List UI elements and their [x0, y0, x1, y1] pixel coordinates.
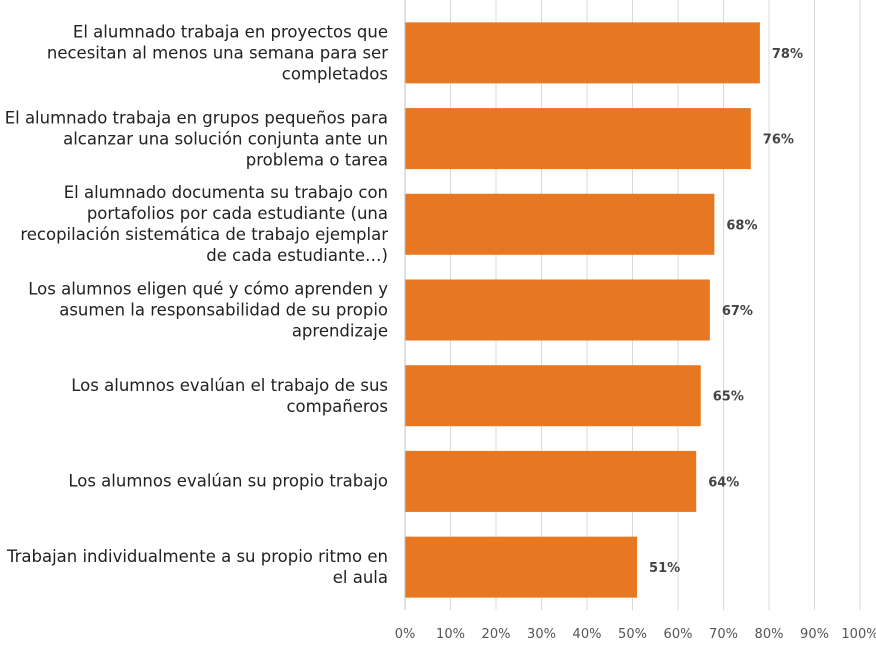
bar [405, 22, 760, 84]
data-label: 65% [713, 390, 744, 405]
category-label: Los alumnos eligen qué y cómo aprenden y… [28, 279, 388, 341]
category-label: El alumnado trabaja en grupos pequeños p… [4, 108, 388, 170]
x-tick-label: 10% [436, 627, 465, 642]
x-tick-label: 70% [709, 627, 738, 642]
data-label: 51% [649, 561, 680, 576]
data-label: 67% [722, 304, 753, 319]
x-tick-label: 20% [482, 627, 511, 642]
category-label: Trabajan individualmente a su propio rit… [6, 547, 388, 588]
x-tick-label: 100% [841, 627, 876, 642]
x-tick-label: 60% [664, 627, 693, 642]
data-label: 68% [726, 218, 757, 233]
x-tick-label: 50% [618, 627, 647, 642]
x-tick-label: 80% [755, 627, 784, 642]
bar [405, 450, 697, 512]
bar [405, 193, 715, 255]
category-label: El alumnado documenta su trabajo con por… [20, 183, 388, 266]
data-label: 76% [763, 133, 794, 148]
category-label: Los alumnos evalúan su propio trabajo [68, 471, 388, 491]
category-label: Los alumnos evalúan el trabajo de sus co… [71, 375, 388, 416]
x-tick-label: 30% [527, 627, 556, 642]
bar [405, 279, 710, 341]
data-label: 64% [708, 475, 739, 490]
bar [405, 536, 638, 598]
bar [405, 365, 701, 427]
bar [405, 108, 751, 170]
category-label: El alumnado trabaja en proyectos que nec… [46, 22, 388, 84]
x-tick-label: 90% [800, 627, 829, 642]
x-tick-label: 40% [573, 627, 602, 642]
data-label: 78% [772, 47, 803, 62]
x-tick-label: 0% [395, 627, 416, 642]
